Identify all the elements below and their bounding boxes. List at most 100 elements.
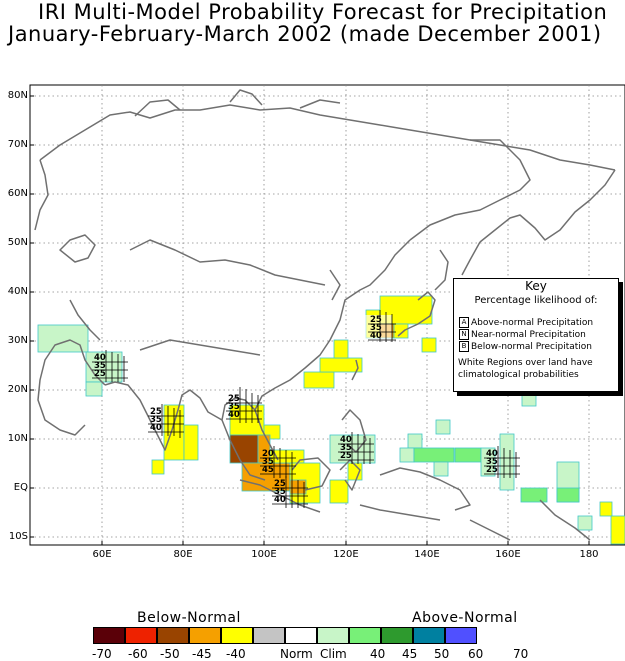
- probability-labels: 25 35 40 40 35 25 25 35 40 25 35 40 20 3…: [92, 310, 520, 508]
- cell-above-40: [399, 447, 415, 463]
- prob-stack: 20 35 45: [260, 446, 296, 478]
- colorbar-tick-label: -40: [226, 647, 246, 661]
- prob-above: 25: [228, 394, 240, 404]
- cell-above-45: [413, 447, 455, 463]
- prob-above: 40: [486, 449, 498, 459]
- prob-below: 25: [94, 369, 106, 379]
- cell-below-45: [241, 462, 291, 492]
- cell-below-40: [421, 337, 437, 353]
- colorbar-tick-label: -60: [128, 647, 148, 661]
- key-label-below: Below-normal Precipitation: [471, 342, 592, 352]
- prob-below: 25: [486, 465, 498, 475]
- prob-below: 45: [262, 465, 274, 475]
- lat-label: 10N: [7, 433, 28, 444]
- lat-label: 60N: [7, 188, 28, 199]
- cell-below-40: [269, 449, 305, 464]
- cell-above-40: [85, 351, 123, 383]
- colorbar-above-label: Above-Normal: [412, 610, 518, 626]
- prob-below: 40: [228, 410, 240, 420]
- cell-above-40: [577, 515, 593, 531]
- cell-below-40: [329, 479, 349, 504]
- axis-ticks: [30, 95, 590, 545]
- cell-below-40: [610, 515, 625, 545]
- colorbar-swatch: [93, 627, 125, 644]
- prob-near: 35: [228, 402, 240, 412]
- coastlines: [34, 89, 616, 541]
- cell-above-40: [37, 324, 89, 353]
- colorbar-tick-label: -70: [92, 647, 112, 661]
- key-box-near: N: [459, 329, 469, 340]
- cell-above-40: [85, 381, 103, 397]
- key-row-near: N Near-normal Precipitation: [459, 329, 586, 340]
- cell-above-40: [521, 391, 537, 407]
- prob-above: 20: [262, 449, 274, 459]
- cell-above-40: [433, 461, 449, 477]
- cell-above-40: [480, 447, 496, 477]
- colorbar-tick-label: 45: [402, 647, 418, 661]
- cell-below-40: [333, 339, 349, 359]
- map-title: IRI Multi-Model Probability Forecast for…: [38, 0, 608, 24]
- lat-label: EQ: [13, 482, 28, 493]
- colorbar-swatch: [189, 627, 221, 644]
- colorbar: [93, 627, 477, 645]
- key-box-above: A: [459, 317, 469, 328]
- prob-near: 35: [94, 361, 106, 371]
- lat-label: 30N: [7, 335, 28, 346]
- key-note: White Regions over land have climatologi…: [458, 357, 593, 381]
- prob-near: 35: [150, 415, 162, 425]
- prob-near: 35: [262, 457, 274, 467]
- colorbar-swatch: [125, 627, 157, 644]
- prob-above: 40: [94, 353, 106, 363]
- colorbar-swatch: [221, 627, 253, 644]
- colorbar-tick-label: -50: [160, 647, 180, 661]
- key-row-below: B Below-normal Precipitation: [459, 341, 592, 352]
- key-label-near: Near-normal Precipitation: [471, 330, 586, 340]
- colorbar-swatch: [445, 627, 477, 644]
- lon-label: 120E: [333, 549, 359, 560]
- colorbar-swatch: [317, 627, 349, 644]
- cell-below-40: [393, 323, 409, 339]
- key-row-above: A Above-normal Precipitation: [459, 317, 593, 328]
- colorbar-below-label: Below-Normal: [137, 610, 241, 626]
- prob-below: 40: [274, 495, 286, 505]
- prob-near: 35: [340, 443, 352, 453]
- cell-above-40: [435, 419, 451, 435]
- lon-label: 80E: [173, 549, 193, 560]
- cell-below-40: [183, 424, 199, 461]
- cell-above-45: [556, 487, 580, 503]
- map-key: Key Percentage likelihood of: A Above-nor…: [453, 278, 619, 392]
- prob-near: 35: [274, 487, 286, 497]
- lat-label: 50N: [7, 237, 28, 248]
- prob-stack: 40 35 25: [338, 432, 374, 464]
- colorbar-tick-label: 40: [370, 647, 386, 661]
- lat-label: 40N: [7, 286, 28, 297]
- prob-above: 25: [150, 407, 162, 417]
- lon-label: 180: [579, 549, 599, 560]
- lon-label: 60E: [92, 549, 112, 560]
- prob-stack: 25 35 40: [148, 404, 184, 438]
- prob-below: 25: [340, 451, 352, 461]
- lon-label: 160E: [495, 549, 521, 560]
- prob-stack: 40 35 25: [484, 446, 520, 478]
- colorbar-tick-label: Norm: [280, 647, 313, 661]
- lat-label: 70N: [7, 139, 28, 150]
- cell-below-40: [303, 371, 335, 389]
- lon-label: 100E: [251, 549, 277, 560]
- prob-below: 40: [370, 331, 382, 341]
- prob-near: 35: [370, 323, 382, 333]
- key-title: Key: [525, 279, 547, 293]
- lat-label: 10S: [8, 531, 28, 542]
- prob-stack: 40 35 25: [92, 350, 128, 382]
- colorbar-tick-label: Clim: [320, 647, 347, 661]
- colorbar-swatch: [381, 627, 413, 644]
- prob-above: 40: [340, 435, 352, 445]
- key-box-below: B: [459, 341, 469, 352]
- cell-above-40: [407, 433, 423, 449]
- colorbar-tick-label: 60: [468, 647, 484, 661]
- prob-below: 40: [150, 423, 162, 433]
- lat-label: 80N: [7, 90, 28, 101]
- cell-below-40: [151, 459, 165, 475]
- key-note-line1: White Regions over land have: [458, 358, 593, 368]
- colorbar-tick-label: -45: [192, 647, 212, 661]
- lat-label: 20N: [7, 384, 28, 395]
